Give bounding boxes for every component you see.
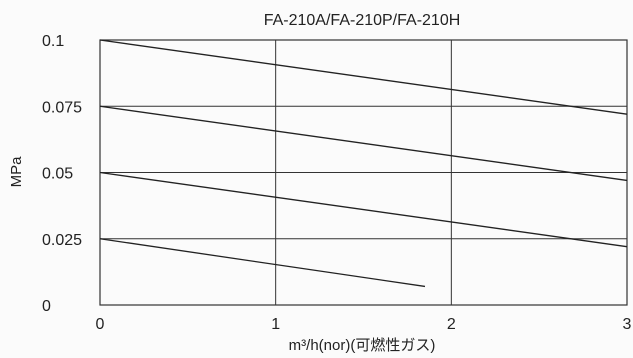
y-tick-label: 0.1	[42, 33, 64, 50]
y-tick-label: 0.075	[42, 99, 82, 116]
ticks-layer: 0 1 2 3 0 0.025 0.05 0.075 0.1	[42, 33, 632, 333]
y-tick-label: 0.025	[42, 232, 82, 249]
y-tick-label: 0	[42, 298, 51, 315]
series-line-3	[99, 171, 628, 248]
x-tick-label: 3	[623, 316, 632, 333]
x-tick-label: 2	[447, 316, 456, 333]
x-tick-label: 0	[96, 316, 105, 333]
x-tick-label: 1	[271, 316, 280, 333]
series-layer	[99, 39, 628, 288]
grid-layer	[99, 39, 628, 306]
series-line-4	[99, 238, 426, 288]
series-line-2	[99, 105, 628, 182]
chart-title: FA-210A/FA-210P/FA-210H	[264, 12, 461, 29]
y-axis-label: MPa	[8, 156, 25, 188]
x-axis-label: m³/h(nor)(可燃性ガス)	[289, 336, 436, 354]
y-tick-label: 0.05	[42, 166, 73, 183]
series-line-1	[99, 39, 628, 115]
